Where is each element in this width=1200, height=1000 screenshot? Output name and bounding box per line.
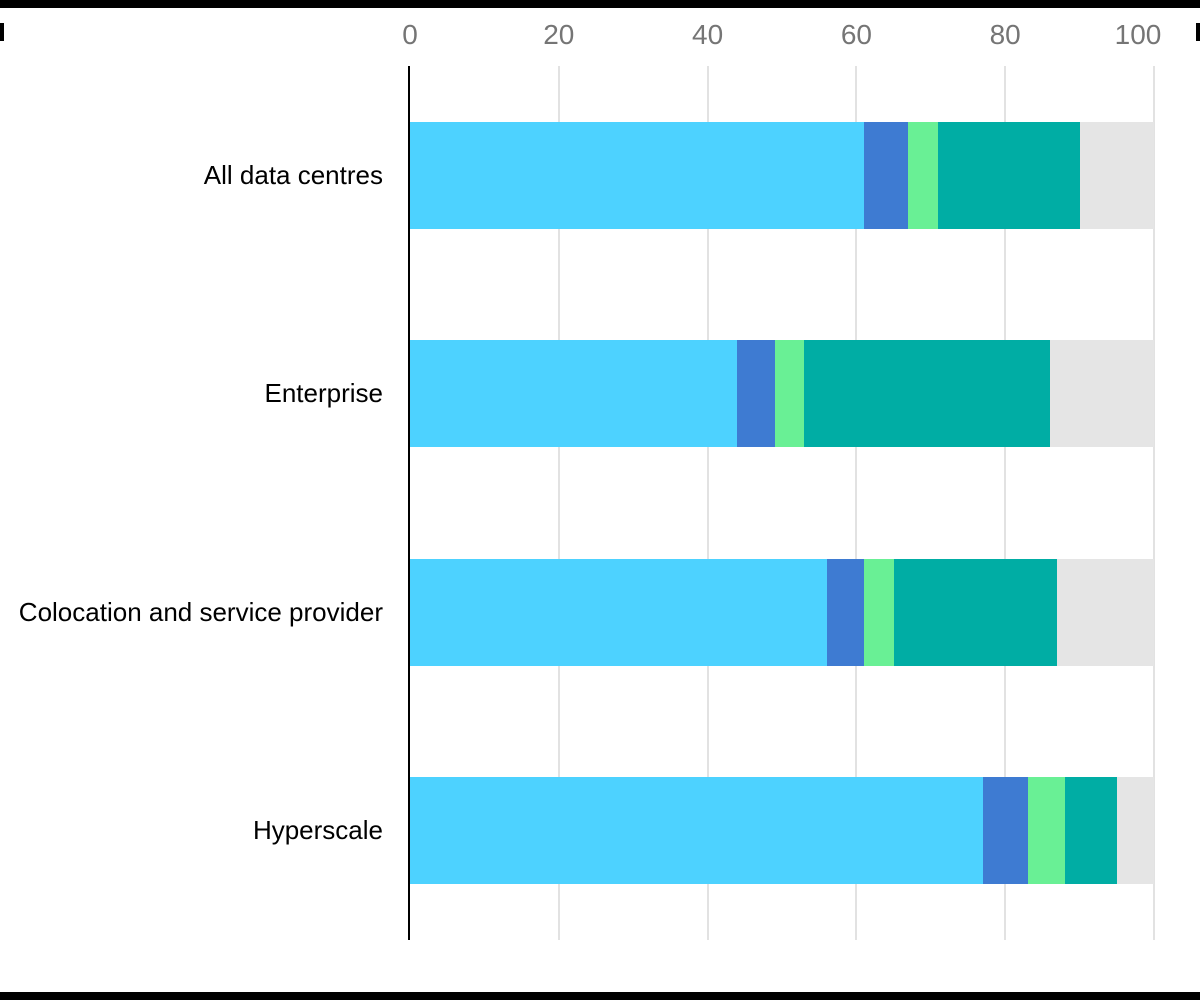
segment-5-grey xyxy=(1116,777,1154,885)
category-label: Enterprise xyxy=(264,378,384,409)
category-label: Hyperscale xyxy=(252,815,383,846)
stacked-bar xyxy=(410,121,1154,229)
bottom-crop-bar xyxy=(0,992,1200,1000)
top-crop-bar xyxy=(0,0,1200,8)
bar-row-3 xyxy=(410,503,1154,722)
x-tick-label-100: 100 xyxy=(1114,19,1162,50)
segment-3-green xyxy=(774,340,805,448)
segment-5-grey xyxy=(1079,121,1154,229)
segment-4-teal xyxy=(1064,777,1117,885)
gridline-100 xyxy=(1153,66,1155,940)
segment-5-grey xyxy=(1049,340,1154,448)
segment-5-grey xyxy=(1057,558,1154,666)
x-axis-tick-labels: 0 20 40 60 80 100 xyxy=(402,18,1161,52)
stacked-bar xyxy=(410,777,1154,885)
y-axis-line xyxy=(408,66,410,940)
category-label: Colocation and service provider xyxy=(18,596,383,627)
segment-2-blue xyxy=(982,777,1028,885)
x-tick-label-80: 80 xyxy=(989,19,1021,50)
segment-1-light-blue xyxy=(410,558,827,666)
stacked-bar xyxy=(410,558,1154,666)
segment-3-green xyxy=(863,558,894,666)
segment-2-blue xyxy=(826,558,864,666)
stacked-bar xyxy=(410,340,1154,448)
segment-2-blue xyxy=(863,121,909,229)
bar-row-1 xyxy=(410,66,1154,285)
segment-4-teal xyxy=(938,121,1080,229)
segment-2-blue xyxy=(737,340,775,448)
cropped-legend-mark-left xyxy=(0,23,4,41)
segment-1-light-blue xyxy=(410,121,864,229)
gridline-40 xyxy=(706,66,709,940)
category-label: All data centres xyxy=(203,159,383,190)
gridline-20 xyxy=(557,66,560,940)
cropped-legend-mark-right xyxy=(1196,23,1200,41)
x-tick-label-60: 60 xyxy=(840,19,872,50)
bar-row-4 xyxy=(410,722,1154,941)
segment-1-light-blue xyxy=(410,340,738,448)
gridline-80 xyxy=(1004,66,1007,940)
segment-3-green xyxy=(908,121,939,229)
segment-4-teal xyxy=(804,340,1050,448)
gridline-60 xyxy=(855,66,858,940)
segment-1-light-blue xyxy=(410,777,983,885)
bar-row-2 xyxy=(410,285,1154,504)
plot-area xyxy=(408,66,1155,941)
segment-3-green xyxy=(1027,777,1065,885)
segment-4-teal xyxy=(893,558,1058,666)
x-tick-label-0: 0 xyxy=(402,19,418,50)
x-tick-label-20: 20 xyxy=(543,19,575,50)
x-tick-label-40: 40 xyxy=(692,19,724,50)
